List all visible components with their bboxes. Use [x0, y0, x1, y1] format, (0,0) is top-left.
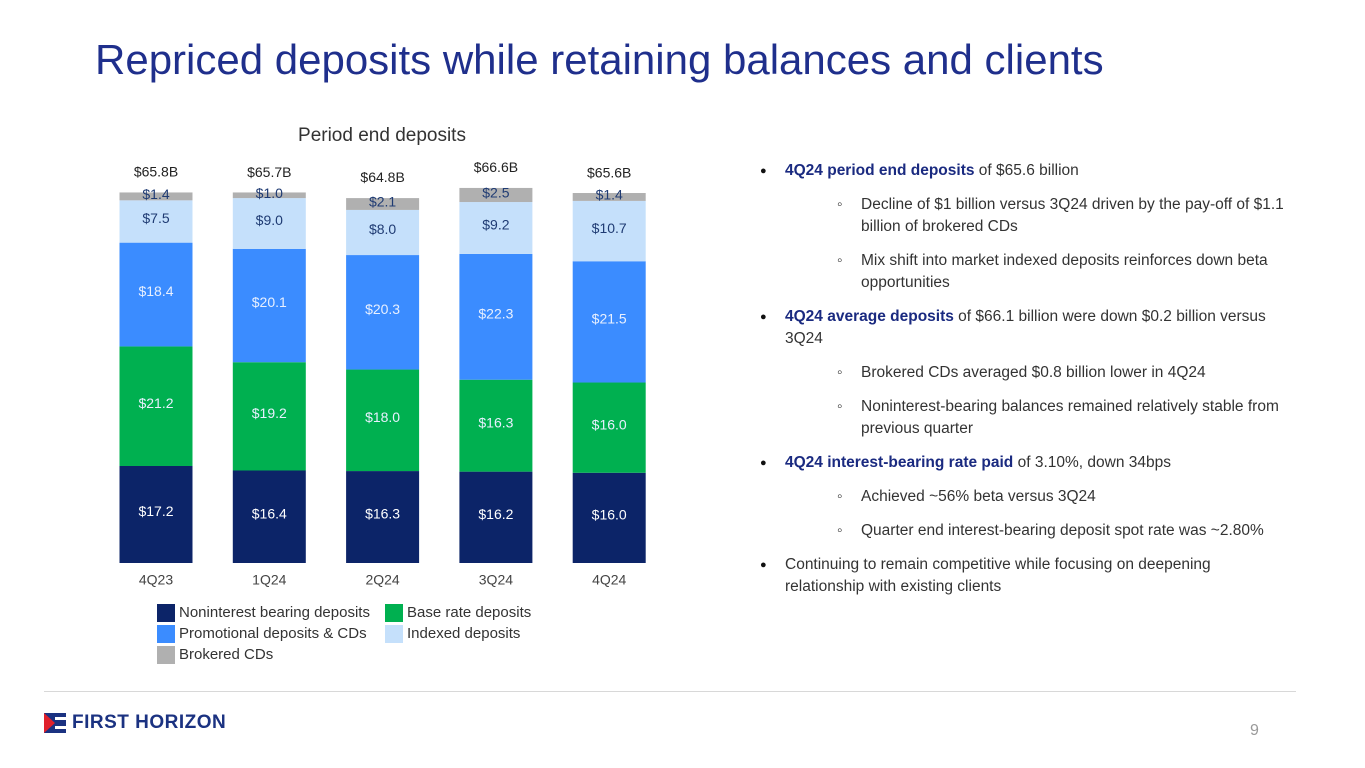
sub-bullet: Mix shift into market indexed deposits r… — [785, 250, 1301, 294]
bullet: Continuing to remain competitive while f… — [760, 554, 1280, 598]
data-label: $1.0 — [256, 185, 283, 201]
total-label: $65.7B — [247, 164, 291, 180]
data-label: $20.1 — [252, 294, 287, 310]
bar-segment — [459, 202, 533, 254]
x-tick-label: 2Q24 — [365, 572, 399, 588]
bullet-text: of $66.1 billion were down $0.2 billion … — [785, 308, 1266, 347]
sub-bullet: Noninterest-bearing balances remained re… — [785, 396, 1301, 440]
bullet: 4Q24 average deposits of $66.1 billion w… — [760, 306, 1280, 440]
legend-label: Indexed deposits — [407, 625, 520, 642]
page-number: 9 — [1250, 722, 1259, 739]
bar-segment — [346, 369, 420, 472]
chart-title: Period end deposits — [298, 125, 466, 146]
data-label: $16.2 — [478, 506, 513, 522]
bar-segment — [572, 200, 646, 262]
data-label: $7.5 — [142, 210, 169, 226]
bar-segment — [119, 242, 193, 347]
total-label: $64.8B — [360, 169, 404, 185]
bullet-text: of 3.10%, down 34bps — [1013, 454, 1171, 471]
data-label: $20.3 — [365, 301, 400, 317]
data-label: $18.4 — [138, 283, 173, 299]
legend-label: Noninterest bearing deposits — [179, 604, 370, 621]
data-label: $21.2 — [138, 395, 173, 411]
bar-segment — [572, 261, 646, 383]
legend-label: Brokered CDs — [179, 646, 273, 663]
data-label: $16.0 — [592, 507, 627, 523]
data-label: $16.0 — [592, 416, 627, 432]
bar-segment — [346, 255, 420, 370]
bar-segment — [572, 382, 646, 473]
data-label: $2.1 — [369, 194, 396, 210]
bullet-text: of $65.6 billion — [974, 162, 1079, 179]
logo-text: FIRST HORIZON — [72, 712, 227, 733]
logo: FIRST HORIZON — [44, 712, 226, 734]
bar-segment — [459, 471, 533, 563]
data-label: $16.3 — [478, 414, 513, 430]
bar-segment — [572, 472, 646, 563]
data-label: $10.7 — [592, 220, 627, 236]
data-label: $16.3 — [365, 506, 400, 522]
bar-segment — [572, 193, 646, 201]
bar-segment — [119, 192, 193, 201]
legend-swatch — [385, 604, 403, 622]
bar-segment — [459, 187, 533, 203]
data-label: $1.4 — [596, 187, 623, 203]
total-label: $66.6B — [474, 159, 518, 175]
legend-swatch — [157, 646, 175, 664]
data-label: $21.5 — [592, 311, 627, 327]
bar-segment — [119, 465, 193, 563]
legend-swatch — [157, 625, 175, 643]
bar-segment — [232, 248, 306, 363]
bar-segment — [119, 200, 193, 243]
bullet-bold: 4Q24 interest-bearing rate paid — [785, 454, 1014, 471]
bar-segment — [346, 209, 420, 256]
data-label: $16.4 — [252, 505, 287, 521]
legend-label: Base rate deposits — [407, 604, 531, 621]
bar-segment — [459, 253, 533, 380]
x-tick-label: 3Q24 — [479, 572, 513, 588]
data-label: $9.2 — [482, 217, 509, 233]
sub-bullet: Quarter end interest-bearing deposit spo… — [785, 520, 1301, 542]
bullet-bold: 4Q24 average deposits — [785, 308, 954, 325]
bullet-bold: 4Q24 period end deposits — [785, 162, 975, 179]
bar-segment — [232, 470, 306, 563]
data-label: $17.2 — [138, 503, 173, 519]
logo-icon — [44, 713, 66, 733]
bar-segment — [346, 198, 420, 210]
legend-swatch — [157, 604, 175, 622]
bar-segment — [232, 192, 306, 199]
footer-rule — [44, 691, 1296, 692]
x-tick-label: 1Q24 — [252, 572, 286, 588]
chart: Period end deposits $17.2 $21.2 $18.4 $7.5 $… — [119, 125, 646, 664]
data-label: $18.0 — [365, 409, 400, 425]
x-tick-label: 4Q23 — [139, 572, 173, 588]
bar-segment — [232, 362, 306, 471]
sub-bullet: Decline of $1 billion versus 3Q24 driven… — [785, 194, 1301, 238]
bullet-list: 4Q24 period end deposits of $65.6 billio… — [760, 160, 1284, 610]
x-tick-label: 4Q24 — [592, 572, 626, 588]
bullet: 4Q24 interest-bearing rate paid of 3.10%… — [760, 452, 1280, 542]
data-label: $22.3 — [478, 306, 513, 322]
bar-segment — [119, 346, 193, 466]
total-label: $65.8B — [134, 164, 178, 180]
bullet-text: Continuing to remain competitive while f… — [785, 556, 1211, 595]
legend-swatch — [385, 625, 403, 643]
bar-segment — [232, 198, 306, 249]
legend-label: Promotional deposits & CDs — [179, 625, 367, 642]
data-label: $2.5 — [482, 185, 509, 201]
sub-bullet: Brokered CDs averaged $0.8 billion lower… — [785, 362, 1301, 384]
bar-segment — [459, 379, 533, 472]
bullet: 4Q24 period end deposits of $65.6 billio… — [760, 160, 1284, 294]
data-label: $9.0 — [256, 212, 283, 228]
data-label: $19.2 — [252, 405, 287, 421]
data-label: $8.0 — [369, 221, 396, 237]
bar-segment — [346, 471, 420, 563]
slide-title: Repriced deposits while retaining balanc… — [95, 36, 1104, 83]
data-label: $1.4 — [142, 186, 169, 202]
total-label: $65.6B — [587, 165, 631, 181]
sub-bullet: Achieved ~56% beta versus 3Q24 — [785, 486, 1301, 508]
